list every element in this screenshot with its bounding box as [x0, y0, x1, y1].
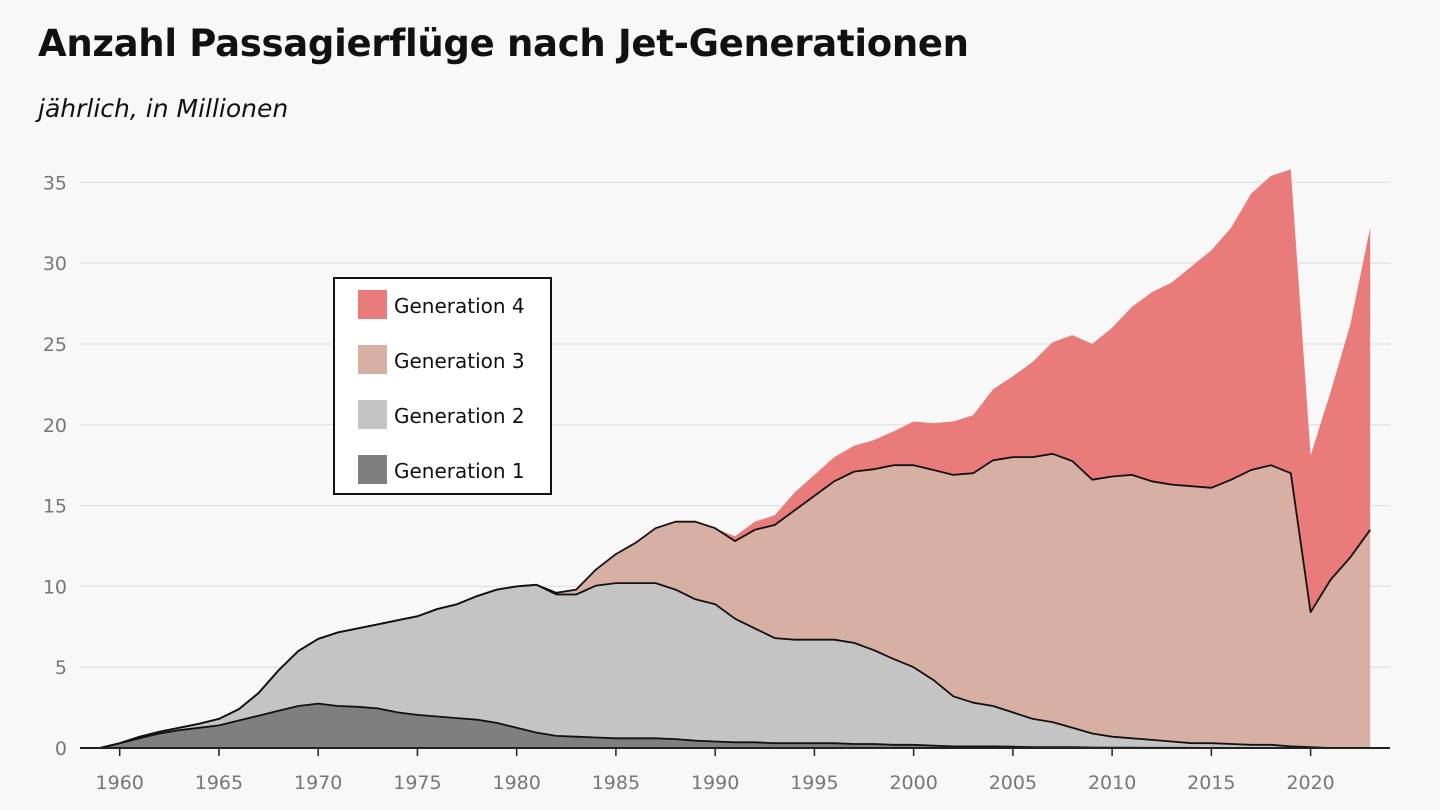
y-tick-label: 10 — [43, 576, 67, 598]
x-tick-label: 1965 — [195, 772, 243, 794]
y-tick-label: 35 — [43, 172, 67, 194]
x-tick-label: 2015 — [1187, 772, 1235, 794]
y-tick-label: 5 — [55, 657, 67, 679]
legend-label-generation-4: Generation 4 — [394, 294, 525, 318]
x-tick-label: 1960 — [96, 772, 144, 794]
line-top-generation-3 — [99, 452, 1371, 749]
area-generation-3 — [99, 453, 1371, 748]
area-layers — [99, 169, 1371, 748]
legend-label-generation-2: Generation 2 — [394, 404, 525, 428]
x-tick-label: 1995 — [790, 772, 838, 794]
legend-label-generation-1: Generation 1 — [394, 459, 525, 483]
legend-swatch-generation-2 — [358, 400, 387, 429]
x-tick-label: 1990 — [691, 772, 739, 794]
x-tick-label: 1975 — [393, 772, 441, 794]
y-tick-label: 15 — [43, 496, 67, 518]
x-tick-label: 1985 — [592, 772, 640, 794]
y-tick-label: 20 — [43, 415, 67, 437]
legend-swatch-generation-1 — [358, 455, 387, 484]
x-tick-label: 1980 — [492, 772, 540, 794]
x-tick-label: 2020 — [1286, 772, 1334, 794]
chart-title: Anzahl Passagierflüge nach Jet-Generatio… — [38, 22, 969, 65]
area-generation-4 — [99, 169, 1371, 748]
y-tick-label: 0 — [55, 738, 67, 760]
x-tick-label: 2005 — [989, 772, 1037, 794]
y-tick-label: 30 — [43, 253, 67, 275]
legend-label-generation-3: Generation 3 — [394, 349, 525, 373]
legend: Generation 4 Generation 3 Generation 2 G… — [333, 277, 552, 495]
x-tick-label: 2000 — [889, 772, 937, 794]
chart-subtitle: jährlich, in Millionen — [38, 94, 289, 123]
x-tick-label: 2010 — [1088, 772, 1136, 794]
area-generation-2 — [99, 583, 1371, 748]
legend-swatch-generation-3 — [358, 345, 387, 374]
x-tick-label: 1970 — [294, 772, 342, 794]
area-generation-1 — [99, 703, 1371, 748]
axes: 0 5 10 15 20 25 30 35 1960 1965 1970 1975 1980 1985 19… — [43, 172, 1390, 794]
legend-swatch-generation-4 — [358, 290, 387, 319]
y-tick-label: 25 — [43, 334, 67, 356]
